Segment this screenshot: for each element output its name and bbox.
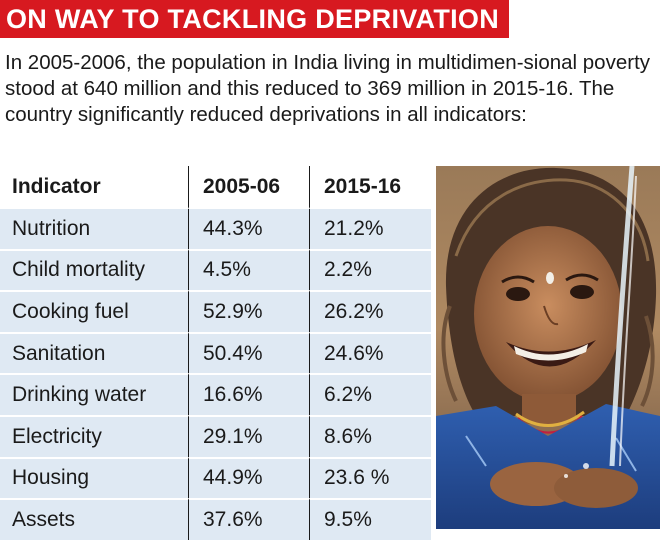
cell-2015-16: 24.6% xyxy=(309,331,431,374)
cell-indicator: Sanitation xyxy=(0,331,188,374)
indicator-table: Indicator 2005-06 2015-16 Nutrition 44.3… xyxy=(0,166,431,540)
table-row: Nutrition 44.3% 21.2% xyxy=(0,209,431,249)
cell-2005-06: 44.3% xyxy=(188,209,309,249)
headline: ON WAY TO TACKLING DEPRIVATION xyxy=(0,0,510,38)
table-row: Assets 37.6% 9.5% xyxy=(0,498,431,540)
cell-2015-16: 23.6 % xyxy=(309,456,431,499)
cell-2015-16: 26.2% xyxy=(309,290,431,332)
cell-2005-06: 29.1% xyxy=(188,414,309,457)
cell-2015-16: 6.2% xyxy=(309,373,431,415)
cell-2015-16: 21.2% xyxy=(309,209,431,249)
cell-indicator: Child mortality xyxy=(0,248,188,291)
cell-indicator: Electricity xyxy=(0,414,188,457)
table-header-row: Indicator 2005-06 2015-16 xyxy=(0,166,431,209)
table-row: Cooking fuel 52.9% 26.2% xyxy=(0,290,431,332)
table-row: Drinking water 16.6% 6.2% xyxy=(0,373,431,415)
header-indicator: Indicator xyxy=(0,166,188,209)
cell-2005-06: 52.9% xyxy=(188,290,309,332)
cell-2015-16: 9.5% xyxy=(309,498,431,540)
cell-2005-06: 50.4% xyxy=(188,331,309,374)
table-row: Sanitation 50.4% 24.6% xyxy=(0,331,431,374)
cell-2005-06: 4.5% xyxy=(188,248,309,291)
table-row: Child mortality 4.5% 2.2% xyxy=(0,248,431,291)
photo-illustration xyxy=(436,166,660,529)
cell-2005-06: 16.6% xyxy=(188,373,309,415)
header-2015-16: 2015-16 xyxy=(309,166,431,209)
cell-2005-06: 37.6% xyxy=(188,498,309,540)
cell-2015-16: 2.2% xyxy=(309,248,431,291)
table-row: Electricity 29.1% 8.6% xyxy=(0,414,431,457)
cell-indicator: Nutrition xyxy=(12,216,91,240)
cell-indicator: Assets xyxy=(0,498,188,540)
cell-indicator: Drinking water xyxy=(0,373,188,415)
cell-indicator: Cooking fuel xyxy=(0,290,188,332)
cell-indicator: Housing xyxy=(0,456,188,499)
photo-girl-water xyxy=(436,166,660,529)
cell-2015-16: 8.6% xyxy=(309,414,431,457)
header-2005-06: 2005-06 xyxy=(188,166,309,209)
intro-paragraph: In 2005-2006, the population in India li… xyxy=(5,51,651,126)
cell-2005-06: 44.9% xyxy=(188,456,309,499)
table-row: Housing 44.9% 23.6 % xyxy=(0,456,431,499)
